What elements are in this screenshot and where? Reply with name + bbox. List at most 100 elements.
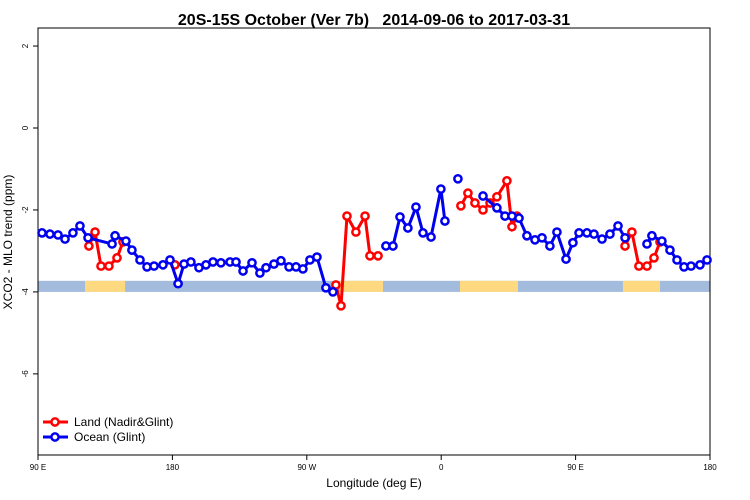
point bbox=[605, 229, 615, 239]
point bbox=[456, 200, 466, 211]
point bbox=[261, 262, 271, 273]
point bbox=[127, 245, 137, 255]
x-tick-label: 90 E bbox=[567, 463, 583, 472]
y-tick-label: 2 bbox=[21, 43, 30, 48]
point bbox=[514, 213, 524, 223]
point bbox=[545, 241, 555, 251]
point bbox=[597, 234, 607, 244]
plot-frame bbox=[37, 27, 711, 456]
legend-marker bbox=[50, 417, 60, 427]
point bbox=[574, 228, 584, 238]
point bbox=[552, 227, 562, 237]
point bbox=[365, 250, 375, 261]
x-tick-label: 180 bbox=[166, 463, 180, 472]
point bbox=[83, 232, 93, 243]
point bbox=[135, 255, 145, 265]
point bbox=[620, 232, 630, 243]
point bbox=[173, 278, 183, 289]
point bbox=[60, 234, 70, 244]
point bbox=[463, 188, 473, 198]
point bbox=[90, 227, 100, 237]
point bbox=[642, 239, 652, 249]
point bbox=[37, 228, 47, 238]
point bbox=[373, 250, 383, 261]
point bbox=[492, 191, 502, 202]
point bbox=[403, 223, 413, 233]
y-axis-label: XCO2 - MLO trend (ppm) bbox=[1, 175, 15, 310]
point bbox=[216, 257, 226, 268]
point bbox=[613, 221, 623, 231]
point bbox=[649, 253, 659, 263]
point bbox=[255, 268, 265, 278]
point bbox=[686, 261, 696, 271]
x-tick-label: 90 E bbox=[30, 463, 46, 472]
point bbox=[321, 282, 331, 293]
point bbox=[247, 257, 257, 268]
point bbox=[342, 211, 352, 221]
point bbox=[702, 255, 712, 265]
point bbox=[665, 245, 675, 255]
point bbox=[68, 228, 78, 238]
point bbox=[158, 260, 168, 270]
point bbox=[634, 261, 644, 271]
point bbox=[502, 176, 512, 186]
y-tick-label: -6 bbox=[21, 370, 30, 378]
point bbox=[165, 255, 175, 265]
point bbox=[453, 173, 463, 184]
series-line bbox=[41, 188, 708, 294]
point bbox=[478, 191, 488, 201]
point bbox=[436, 184, 446, 194]
point bbox=[336, 300, 346, 311]
legend-marker bbox=[50, 432, 60, 442]
point bbox=[627, 227, 637, 237]
point bbox=[45, 229, 55, 239]
point bbox=[620, 241, 630, 251]
chart-title: 20S-15S October (Ver 7b) 2014-09-06 to 2… bbox=[178, 12, 570, 29]
x-tick-label: 0 bbox=[439, 463, 444, 472]
point bbox=[328, 287, 338, 297]
land-band bbox=[622, 280, 660, 292]
point bbox=[589, 229, 599, 239]
point bbox=[312, 252, 322, 262]
point bbox=[395, 212, 405, 222]
point bbox=[411, 202, 421, 212]
x-axis-label: Longitude (deg E) bbox=[326, 476, 421, 490]
point bbox=[657, 236, 667, 246]
point bbox=[522, 230, 532, 241]
legend-label: Land (Nadir&Glint) bbox=[74, 415, 173, 429]
point bbox=[492, 203, 502, 213]
x-tick-label: 90 W bbox=[297, 463, 316, 472]
point bbox=[112, 253, 122, 263]
x-tick-label: 180 bbox=[703, 463, 717, 472]
point bbox=[107, 239, 117, 249]
land-band bbox=[460, 280, 518, 292]
point bbox=[388, 241, 398, 251]
point bbox=[507, 221, 517, 232]
point bbox=[149, 261, 159, 271]
point bbox=[647, 230, 657, 241]
point bbox=[276, 255, 286, 266]
point bbox=[75, 221, 85, 231]
land-band bbox=[85, 280, 126, 292]
y-tick-label: 0 bbox=[21, 125, 30, 130]
point bbox=[478, 205, 488, 215]
point bbox=[418, 228, 428, 238]
point bbox=[537, 232, 547, 243]
land-band bbox=[339, 280, 383, 292]
point bbox=[84, 241, 94, 251]
point bbox=[104, 261, 114, 271]
point bbox=[360, 211, 370, 221]
point bbox=[238, 266, 248, 276]
point bbox=[53, 230, 63, 240]
y-tick-label: -2 bbox=[21, 206, 30, 214]
point bbox=[695, 260, 705, 270]
point bbox=[110, 230, 120, 241]
y-tick-label: -4 bbox=[21, 288, 30, 296]
point bbox=[186, 257, 196, 267]
point bbox=[298, 264, 308, 274]
point bbox=[642, 261, 652, 271]
point bbox=[96, 261, 106, 271]
point bbox=[351, 227, 361, 237]
point bbox=[121, 236, 131, 246]
